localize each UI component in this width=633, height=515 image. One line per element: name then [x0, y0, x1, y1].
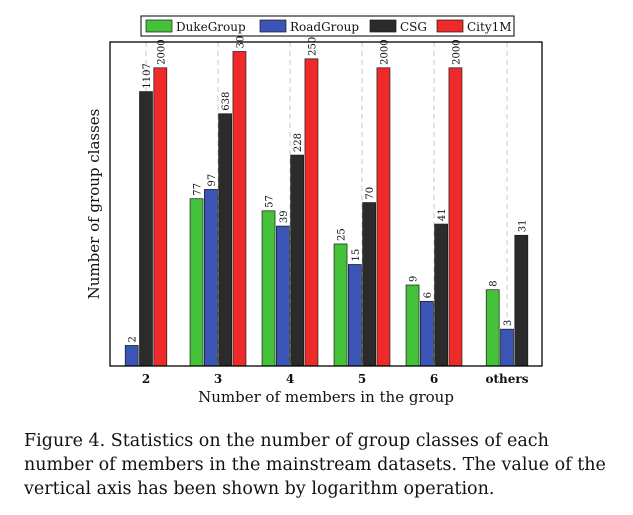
plot-frame: [109, 41, 543, 367]
bar-RoadGroup-2: [124, 345, 139, 367]
figure-caption: Figure 4. Statistics on the number of gr…: [24, 431, 606, 499]
data-label-RoadGroup-4: 39: [279, 210, 290, 223]
bar-CSG-2: [139, 91, 153, 367]
x-tick-label-3: 3: [214, 372, 222, 386]
x-tick-labels: 2 3 4 5 6 others: [142, 372, 529, 386]
bar-City1M-4: [304, 58, 319, 367]
data-label-CSG-6: 41: [437, 208, 448, 221]
legend-label-City1M: City1M: [467, 20, 512, 34]
bar-CSG-6: [434, 223, 448, 367]
bar-DukeGroup-3: [189, 198, 204, 367]
chart: 2110720007797638300057392282500251570200…: [85, 15, 543, 406]
legend-swatch-City1M: [436, 19, 464, 33]
data-label-DukeGroup-6: 9: [409, 276, 420, 282]
bar-DukeGroup-6: [405, 284, 420, 367]
bar-CSG-4: [290, 154, 304, 367]
bar-City1M-3: [232, 51, 247, 367]
data-label-City1M-2: 2000: [156, 39, 167, 64]
legend-box: [140, 15, 515, 37]
x-tick-label-2: 2: [142, 372, 150, 386]
data-label-RoadGroup-2: 2: [128, 336, 139, 342]
legend-swatch-CSG: [369, 19, 397, 33]
x-tick-label-5: 5: [358, 372, 366, 386]
bar-DukeGroup-5: [333, 243, 348, 367]
data-label-CSG-4: 228: [293, 133, 304, 152]
data-label-CSG-5: 70: [365, 187, 376, 200]
data-label-DukeGroup-4: 57: [265, 195, 276, 208]
x-tick-label-4: 4: [286, 372, 294, 386]
legend: DukeGroup RoadGroup CSG City1M: [140, 15, 515, 37]
bar-DukeGroup-others: [485, 289, 500, 367]
legend-label-DukeGroup: DukeGroup: [176, 20, 246, 34]
data-label-CSG-others: 31: [517, 220, 528, 233]
bar-City1M-6: [448, 67, 463, 367]
bar-CSG-5: [362, 202, 376, 367]
value-labels: 2110720007797638300057392282500251570200…: [128, 23, 529, 342]
data-label-DukeGroup-5: 25: [337, 228, 348, 241]
bar-RoadGroup-6: [420, 300, 434, 367]
bar-City1M-2: [153, 67, 168, 367]
legend-swatch-RoadGroup: [259, 19, 287, 33]
y-axis-label: Number of group classes: [85, 109, 103, 300]
bar-RoadGroup-5: [348, 264, 362, 367]
bar-DukeGroup-4: [261, 210, 276, 367]
data-label-RoadGroup-others: 3: [503, 320, 514, 326]
data-label-CSG-3: 638: [221, 92, 232, 111]
bar-City1M-5: [376, 67, 391, 367]
legend-label-CSG: CSG: [400, 20, 427, 34]
data-label-RoadGroup-5: 15: [351, 249, 362, 262]
bar-RoadGroup-4: [276, 225, 290, 367]
bar-CSG-3: [218, 113, 232, 367]
x-axis-label: Number of members in the group: [198, 388, 454, 406]
bar-CSG-others: [514, 234, 529, 367]
bar-RoadGroup-3: [204, 189, 218, 367]
data-label-City1M-6: 2000: [451, 39, 462, 64]
data-label-CSG-2: 1107: [142, 63, 153, 88]
data-label-City1M-5: 2000: [379, 39, 390, 64]
x-tick-label-others: others: [486, 372, 529, 386]
x-tick-label-6: 6: [430, 372, 438, 386]
data-label-RoadGroup-3: 97: [207, 174, 218, 187]
data-label-DukeGroup-others: 8: [489, 280, 500, 286]
bars: [124, 51, 529, 367]
data-label-RoadGroup-6: 6: [423, 292, 434, 298]
legend-label-RoadGroup: RoadGroup: [290, 20, 359, 34]
bar-RoadGroup-others: [500, 328, 514, 367]
data-label-DukeGroup-3: 77: [193, 183, 204, 196]
legend-swatch-DukeGroup: [145, 19, 173, 33]
data-label-City1M-4: 2500: [307, 30, 318, 55]
